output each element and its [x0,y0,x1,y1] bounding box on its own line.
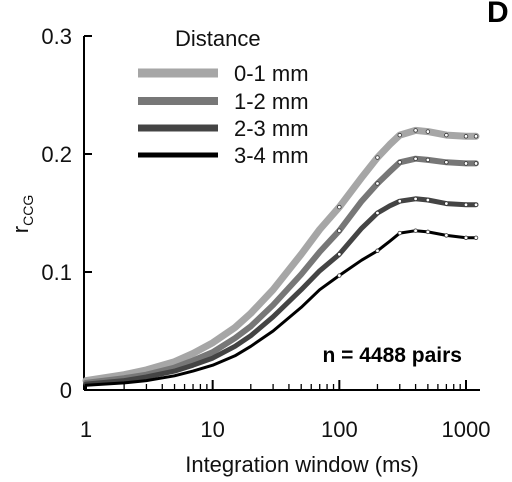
legend-label-1: 1-2 mm [234,89,309,114]
y-axis-title-subscript: CCG [20,195,36,226]
y-tick-label-0: 0 [60,378,72,403]
series-point-1-20 [473,161,479,166]
x-axis-title: Integration window (ms) [185,452,419,477]
series-point-0-19 [463,134,469,139]
series-point-3-18 [444,233,449,238]
series-point-0-18 [444,132,449,138]
axes-group [83,36,480,391]
series-point-1-16 [413,156,418,161]
series-point-3-16 [413,228,418,233]
series-point-2-13 [375,210,380,216]
x-tick-label-0: 1 [80,417,92,442]
legend-label-3: 3-4 mm [234,143,309,168]
series-point-3-20 [473,235,479,240]
series-line-0 [82,126,480,385]
series-point-3-11 [337,273,342,278]
sample-size-annotation: n = 4488 pairs [322,344,462,367]
series-point-2-15 [397,198,402,204]
series-point-2-20 [473,202,479,207]
ticks-group: 1 10 100 1000 0 0.1 0.2 0.3 [41,24,490,442]
series-point-0-11 [337,204,342,210]
y-tick-label-2: 0.2 [41,142,72,167]
x-tick-label-3: 1000 [442,417,491,442]
series-point-2-11 [337,252,342,257]
series-point-3-15 [397,230,402,236]
svg-text:rCCG: rCCG [8,195,36,233]
series-point-0-20 [473,134,479,139]
series-point-1-15 [397,160,402,165]
legend: Distance 0-1 mm 1-2 mm2-3 mm3-4 mm [138,26,309,168]
y-axis-title: rCCG [8,195,36,233]
series-point-3-17 [425,229,431,235]
series-line-1 [83,155,479,386]
series-point-2-18 [444,201,449,206]
series-line-3 [84,229,478,387]
series-point-2-19 [463,202,469,207]
series-point-0-16 [413,128,418,133]
y-tick-label-1: 0.1 [41,260,72,285]
series-point-1-19 [463,161,469,166]
legend-title: Distance [175,26,261,51]
y-axis-title-main: r [8,226,33,233]
series-point-2-17 [425,197,431,203]
series-point-3-13 [375,248,380,253]
x-tick-label-2: 100 [321,417,358,442]
series-point-1-13 [375,181,380,186]
series-line-2 [83,196,479,387]
panel-letter: D [487,0,509,29]
series-point-3-19 [463,235,469,240]
series-point-1-17 [425,157,431,163]
series-group [82,126,480,387]
x-tick-label-1: 10 [200,417,224,442]
series-point-2-16 [413,196,418,202]
series-point-0-13 [375,155,380,160]
y-tick-label-3: 0.3 [41,24,72,49]
legend-label-2: 2-3 mm [234,116,309,141]
series-point-0-17 [425,129,431,134]
legend-label-0: 0-1 mm [234,61,309,86]
series-point-1-11 [337,228,342,233]
series-point-1-18 [444,160,449,165]
series-point-0-15 [397,132,402,138]
